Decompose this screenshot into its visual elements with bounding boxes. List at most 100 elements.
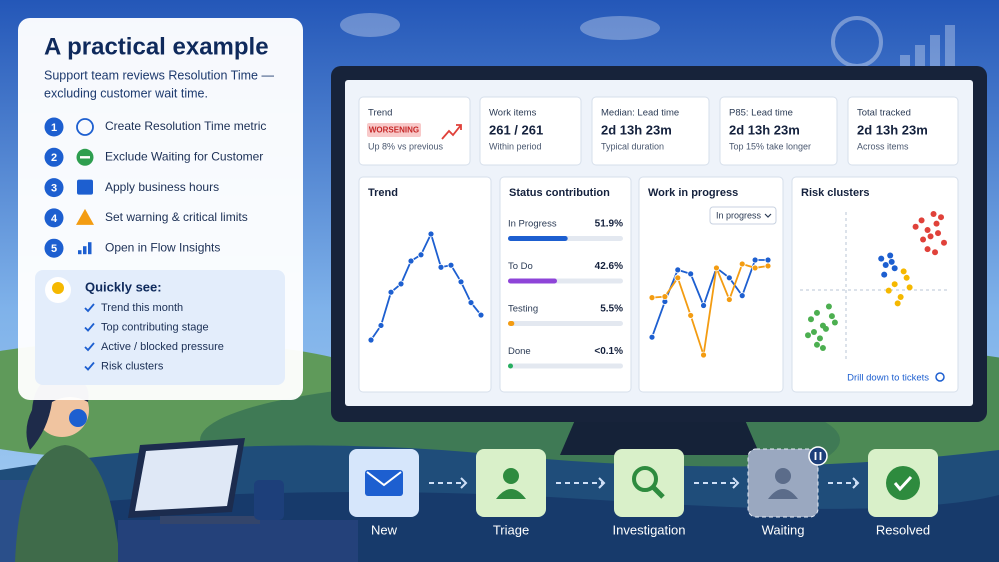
stage-label: Resolved: [876, 522, 930, 537]
status-bar: [508, 363, 513, 369]
series-point: [437, 263, 445, 271]
risk-point: [891, 281, 898, 288]
quick-box: [35, 270, 285, 385]
content: A practical example Support team reviews …: [44, 33, 959, 537]
risk-point: [924, 246, 931, 253]
step-badge: [44, 238, 64, 258]
kpi-card: [479, 96, 582, 166]
stage-icon: [775, 468, 791, 484]
step-icon: [76, 118, 94, 136]
panel-heading: Work in progress: [648, 187, 738, 199]
cloud: [580, 16, 660, 40]
risk-point: [831, 319, 838, 326]
step-icon: [88, 242, 92, 255]
kpi-label: Trend: [368, 108, 392, 119]
series-point: [457, 278, 465, 286]
flow-arrow: [598, 477, 606, 489]
bar-decor: [930, 35, 940, 71]
risk-point: [881, 271, 888, 278]
step-badge: [44, 117, 64, 137]
series-point: [700, 302, 707, 309]
step-text: Open in Flow Insights: [105, 240, 220, 254]
stage-box: [614, 449, 684, 517]
stage-icon: [503, 468, 519, 484]
desk: [118, 520, 358, 562]
status-value: 51.9%: [595, 219, 623, 230]
step-icon: [78, 250, 82, 255]
status-bar: [508, 236, 568, 241]
bar-decor: [945, 25, 955, 71]
panel-subtitle: excluding customer wait time.: [44, 86, 208, 100]
step-icon: [83, 246, 87, 255]
step-number: 2: [51, 152, 57, 164]
kpi-value: 2d 13h 23m: [729, 122, 800, 137]
risk-point: [810, 329, 817, 336]
kpi-note: Top 15% take longer: [729, 141, 811, 151]
stage-icon: [651, 485, 665, 499]
kpi-label: P85: Lead time: [729, 108, 793, 119]
risk-point: [906, 284, 913, 291]
series-point: [751, 256, 759, 264]
stage-icon: [886, 466, 920, 500]
kpi-value: 2d 13h 23m: [601, 122, 672, 137]
stage-label: Waiting: [762, 522, 805, 537]
status-track: [508, 321, 623, 326]
panel-heading: Risk clusters: [801, 187, 869, 199]
risk-point: [897, 293, 904, 300]
quick-item: Top contributing stage: [101, 321, 209, 333]
risk-point: [900, 268, 907, 275]
kpi-note: Typical duration: [601, 141, 664, 151]
quick-item: Trend this month: [101, 302, 183, 314]
series-point: [648, 294, 656, 302]
kpi-badge-text: WORSENING: [369, 126, 419, 135]
series-point: [377, 322, 385, 329]
step-text: Set warning & critical limits: [105, 210, 248, 224]
risk-point: [807, 316, 814, 323]
kpi-card: [719, 96, 838, 166]
series-point: [687, 270, 695, 278]
trend-up-icon: [441, 124, 462, 140]
stage-icon: [768, 489, 798, 499]
status-bar: [508, 321, 515, 326]
risk-point: [924, 226, 931, 233]
panel: [791, 176, 959, 393]
series-point: [764, 256, 772, 264]
panel-heading: Status contribution: [509, 187, 610, 199]
step-text: Exclude Waiting for Customer: [105, 149, 263, 163]
headset: [69, 409, 87, 427]
risk-point: [888, 258, 895, 265]
panel-heading: Trend: [368, 187, 398, 199]
series-point: [407, 257, 415, 265]
stage-label: Investigation: [613, 522, 686, 537]
risk-point: [894, 300, 901, 307]
panel: [358, 176, 492, 393]
step-number: 3: [51, 183, 57, 195]
status-value: <0.1%: [594, 346, 623, 357]
bar-decor: [900, 55, 910, 71]
kpi-note: Up 8% vs previous: [368, 141, 444, 151]
flow-arrow: [852, 477, 860, 489]
kpi-label: Median: Lead time: [601, 108, 679, 119]
kpi-label: Total tracked: [857, 108, 911, 119]
filter-dropdown[interactable]: [709, 206, 777, 225]
step-icon: [77, 179, 93, 195]
series-point: [764, 262, 772, 270]
risk-point: [882, 262, 889, 269]
kpi-card: [591, 96, 710, 166]
risk-point: [927, 233, 934, 240]
risk-point: [941, 239, 947, 246]
series-point: [738, 260, 746, 268]
series-point: [674, 274, 682, 282]
series-point: [447, 261, 455, 269]
step-text: Create Resolution Time metric: [105, 119, 266, 133]
series-point: [725, 296, 733, 303]
series-point: [648, 333, 656, 341]
quick-title: Quickly see:: [85, 279, 162, 294]
step-icon: [76, 208, 94, 225]
series-point: [700, 351, 707, 359]
series-point: [674, 266, 682, 274]
risk-point: [878, 255, 885, 262]
drill-link[interactable]: Drill down to tickets: [847, 373, 929, 384]
status-name: To Do: [508, 261, 533, 272]
risk-point: [932, 249, 939, 256]
